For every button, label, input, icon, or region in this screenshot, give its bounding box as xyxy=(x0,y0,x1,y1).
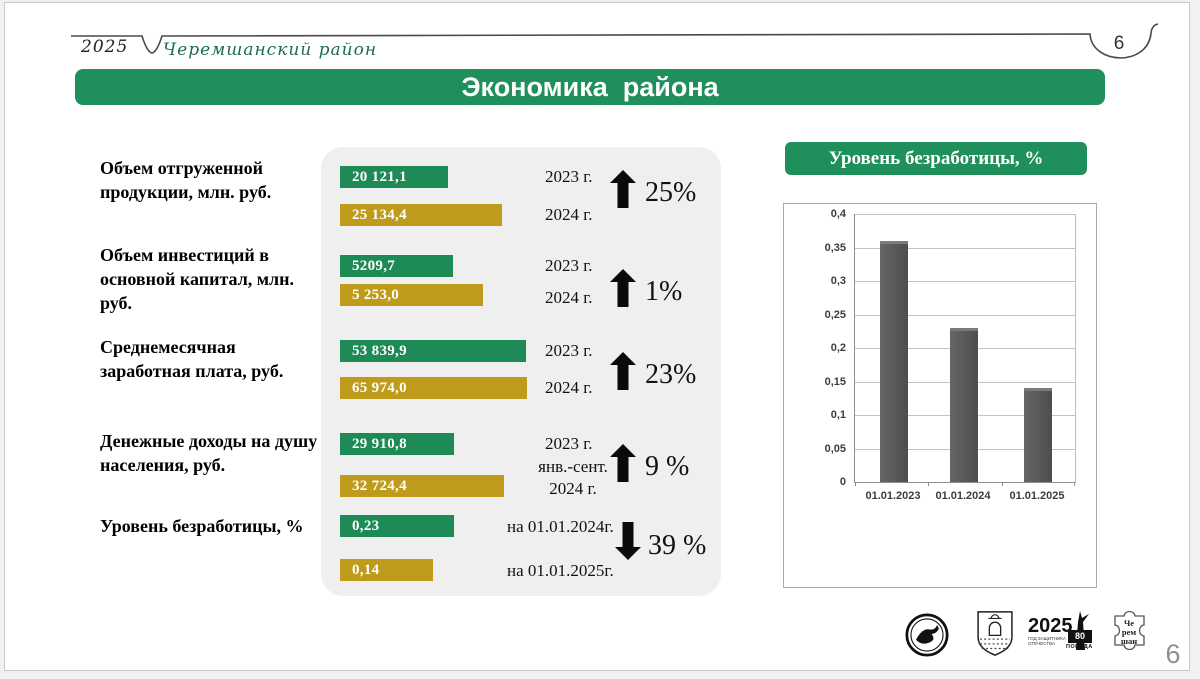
bar-value: 5209,7 xyxy=(352,257,396,274)
period-label: 2024 г. xyxy=(545,378,593,397)
chart-plot-area xyxy=(854,214,1076,486)
period-label: 2023 г. xyxy=(545,167,593,186)
bar-2024-level: 0,23 xyxy=(340,515,454,537)
district-label: Черемшанский район xyxy=(163,40,378,60)
bar-2025-level: 0,14 xyxy=(340,559,433,581)
period-line: янв.-сент. xyxy=(538,457,608,476)
up-arrow-icon xyxy=(610,352,636,390)
top-page-number: 6 xyxy=(1113,33,1125,54)
bar-value: 0,14 xyxy=(352,561,380,578)
down-arrow-icon xyxy=(615,522,641,560)
change-percent: 9 % xyxy=(645,451,690,482)
bar-value: 25 134,4 xyxy=(352,206,407,223)
tatarstan-emblem-icon xyxy=(905,613,949,662)
bar-2024: 5 253,0 xyxy=(340,284,483,306)
bar-value: 20 121,1 xyxy=(352,168,407,185)
change-percent: 23% xyxy=(645,359,697,390)
period-label: на 01.01.2025г. xyxy=(507,561,614,580)
bar-2024: 32 724,4 xyxy=(340,475,504,497)
bar-value: 0,23 xyxy=(352,517,380,534)
cheremshan-coat-of-arms-icon xyxy=(976,610,1014,662)
bar-value: 65 974,0 xyxy=(352,379,407,396)
up-arrow-icon xyxy=(610,269,636,307)
period-label: 2023 г. xyxy=(545,434,593,453)
victory-pobeda: ПОБЕДА xyxy=(1066,644,1093,650)
metric-label: Уровень безработицы, % xyxy=(100,516,304,536)
metric-label: Объем отгруженной продукции, млн. руб. xyxy=(100,158,272,202)
period-label: 2024 г. xyxy=(545,205,593,224)
puzzle-text: Че рем шан xyxy=(1120,618,1138,646)
bar-value: 29 910,8 xyxy=(352,435,407,452)
period-line: 2024 г. xyxy=(549,479,597,498)
bar-2023: 20 121,1 xyxy=(340,166,448,188)
bar-2023: 29 910,8 xyxy=(340,433,454,455)
change-percent: 39 % xyxy=(648,530,707,561)
metric-label: Объем инвестиций в основной капитал, млн… xyxy=(100,245,295,313)
chart-x-label: 01.01.2023 xyxy=(865,490,921,502)
metric-label: Среднемесячная заработная плата, руб. xyxy=(100,337,284,381)
slide-title-bar: Экономика района xyxy=(75,69,1105,105)
bar-value: 53 839,9 xyxy=(352,342,407,359)
victory-year: 2025 xyxy=(1028,615,1073,637)
change-percent: 1% xyxy=(645,276,683,307)
chart-title-bar: Уровень безработицы, % xyxy=(785,142,1087,175)
up-arrow-icon xyxy=(610,170,636,208)
victory-caption: ГОД ЗАЩИТНИКА ОТЕЧЕСТВА xyxy=(1028,636,1066,646)
bar-value: 32 724,4 xyxy=(352,477,407,494)
period-label: на 01.01.2024г. xyxy=(507,517,614,536)
slide-title: Экономика района xyxy=(461,71,719,102)
cheremshan-puzzle-logo: Че рем шан xyxy=(1106,610,1152,660)
chart-x-label: 01.01.2025 xyxy=(1009,490,1065,502)
slide: 2025 Черемшанский район 6 Экономика райо… xyxy=(4,2,1190,671)
chart-bar xyxy=(950,327,978,482)
bar-2023: 5209,7 xyxy=(340,255,453,277)
bar-2024: 25 134,4 xyxy=(340,204,502,226)
unemployment-chart: 0 0,05 0,1 0,15 0,2 0,25 0,3 0,35 0,4 01.01.2023… xyxy=(783,203,1097,588)
victory-80: 80 xyxy=(1068,630,1092,643)
chart-bar xyxy=(880,240,908,482)
chart-bar xyxy=(1024,388,1052,482)
bar-2023: 53 839,9 xyxy=(340,340,526,362)
change-percent: 25% xyxy=(645,177,697,208)
metric-label: Денежные доходы на душу населения, руб. xyxy=(100,431,318,475)
period-label: 2024 г. xyxy=(545,288,593,307)
bar-value: 5 253,0 xyxy=(352,286,400,303)
period-label: 2023 г. xyxy=(545,341,593,360)
up-arrow-icon xyxy=(610,444,636,482)
chart-title: Уровень безработицы, % xyxy=(828,147,1044,169)
page-number: 6 xyxy=(1165,639,1181,669)
period-label: 2023 г. xyxy=(545,256,593,275)
chart-x-label: 01.01.2024 xyxy=(935,490,991,502)
year-label: 2025 xyxy=(81,37,129,57)
bar-2024: 65 974,0 xyxy=(340,377,527,399)
period-label: янв.-сент. 2024 г. xyxy=(523,456,623,500)
victory-80-logo: 2025 ГОД ЗАЩИТНИКА ОТЕЧЕСТВА 80 ПОБЕДА xyxy=(1028,611,1098,662)
